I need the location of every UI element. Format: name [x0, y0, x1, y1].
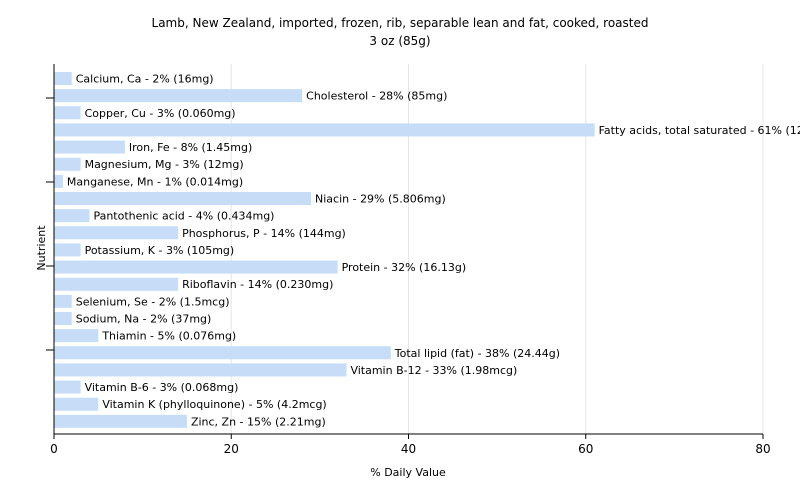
bar-label-12: Riboflavin - 14% (0.230mg): [182, 278, 333, 291]
bar-label-4: Iron, Fe - 8% (1.45mg): [129, 141, 252, 154]
bar-0: [54, 72, 72, 85]
bar-label-3: Fatty acids, total saturated - 61% (12.2…: [599, 124, 800, 137]
bar-20: [54, 414, 187, 428]
bar-15: [54, 329, 99, 343]
bar-18: [54, 380, 81, 394]
bar-7: [54, 192, 312, 205]
bar-label-14: Sodium, Na - 2% (37mg): [76, 313, 212, 326]
bar-3: [54, 123, 595, 137]
bar-5: [54, 157, 81, 171]
bar-12: [54, 277, 179, 291]
bar-13: [54, 294, 72, 308]
x-tick-label-0: 0: [50, 442, 58, 456]
axes-group: 0 20 40 60 80: [46, 64, 771, 456]
x-tick-label-3: 60: [578, 442, 593, 456]
bar-label-8: Pantothenic acid - 4% (0.434mg): [93, 210, 274, 223]
bar-14: [54, 312, 72, 325]
bar-label-19: Vitamin K (phylloquinone) - 5% (4.2mcg): [102, 398, 326, 411]
bar-label-1: Cholesterol - 28% (85mg): [306, 90, 447, 103]
bar-label-2: Copper, Cu - 3% (0.060mg): [85, 107, 236, 120]
bar-label-13: Selenium, Se - 2% (1.5mcg): [76, 295, 230, 308]
chart-title: Lamb, New Zealand, imported, frozen, rib…: [152, 16, 649, 30]
bar-2: [54, 106, 81, 120]
bar-label-15: Thiamin - 5% (0.076mg): [101, 330, 236, 343]
bar-4: [54, 140, 125, 154]
bar-6: [54, 174, 63, 188]
bar-label-6: Manganese, Mn - 1% (0.014mg): [67, 175, 243, 188]
bar-11: [54, 260, 338, 274]
bar-label-5: Magnesium, Mg - 3% (12mg): [85, 158, 244, 171]
bars-group: Calcium, Ca - 2% (16mg) Cholesterol - 28%…: [54, 72, 800, 428]
bar-16: [54, 346, 391, 360]
x-tick-label-2: 40: [401, 442, 416, 456]
chart-subtitle: 3 oz (85g): [369, 34, 430, 48]
x-tick-label-1: 20: [224, 442, 239, 456]
bar-label-11: Protein - 32% (16.13g): [342, 261, 467, 274]
bar-label-16: Total lipid (fat) - 38% (24.44g): [394, 347, 560, 360]
bar-8: [54, 209, 90, 223]
x-axis-title: % Daily Value: [370, 466, 446, 479]
bar-label-17: Vitamin B-12 - 33% (1.98mcg): [350, 364, 517, 377]
x-tick-label-4: 80: [755, 442, 770, 456]
bar-label-0: Calcium, Ca - 2% (16mg): [76, 73, 214, 86]
bar-1: [54, 89, 303, 103]
bar-label-7: Niacin - 29% (5.806mg): [315, 193, 446, 206]
bar-17: [54, 363, 347, 377]
bar-10: [54, 243, 81, 257]
bar-19: [54, 397, 99, 411]
bar-label-20: Zinc, Zn - 15% (2.21mg): [191, 415, 326, 428]
bar-label-10: Potassium, K - 3% (105mg): [85, 244, 235, 257]
bar-9: [54, 226, 179, 240]
bar-label-9: Phosphorus, P - 14% (144mg): [182, 227, 346, 240]
y-axis-title: Nutrient: [35, 225, 48, 271]
bar-label-18: Vitamin B-6 - 3% (0.068mg): [85, 381, 239, 394]
